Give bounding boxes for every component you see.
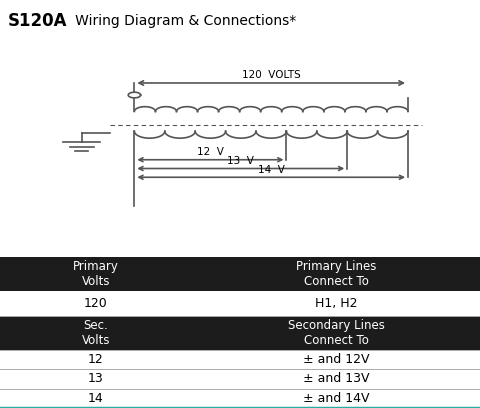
Text: ± and 12V: ± and 12V — [303, 353, 369, 366]
Text: Connections: Connections — [197, 242, 283, 254]
Bar — [192, 388, 480, 408]
Text: 120: 120 — [84, 297, 108, 310]
Text: 14: 14 — [88, 392, 104, 405]
Text: Primary
Volts: Primary Volts — [73, 260, 119, 288]
Text: 12  V: 12 V — [197, 147, 224, 157]
Text: Wiring Diagram & Connections*: Wiring Diagram & Connections* — [62, 14, 296, 29]
Text: ± and 14V: ± and 14V — [303, 392, 369, 405]
Bar — [0, 257, 192, 291]
Bar — [0, 350, 192, 369]
Text: 14  V: 14 V — [258, 165, 285, 175]
Bar — [192, 291, 480, 316]
Bar — [0, 369, 192, 388]
Text: H1, H2: H1, H2 — [315, 297, 357, 310]
Text: 120  VOLTS: 120 VOLTS — [242, 70, 300, 80]
Text: Primary Lines
Connect To: Primary Lines Connect To — [296, 260, 376, 288]
Bar — [192, 257, 480, 291]
Text: Secondary Lines
Connect To: Secondary Lines Connect To — [288, 319, 384, 347]
Text: Wiring Diagram: Wiring Diagram — [185, 47, 295, 60]
Bar — [192, 350, 480, 369]
Text: 13  V: 13 V — [228, 156, 254, 166]
Bar — [0, 291, 192, 316]
Text: S120A: S120A — [8, 12, 68, 31]
Bar — [0, 388, 192, 408]
Text: 12: 12 — [88, 353, 104, 366]
Text: Sec.
Volts: Sec. Volts — [82, 319, 110, 347]
Bar — [192, 316, 480, 350]
Bar — [192, 369, 480, 388]
Text: 13: 13 — [88, 373, 104, 386]
Bar — [0, 316, 192, 350]
Text: ± and 13V: ± and 13V — [303, 373, 369, 386]
